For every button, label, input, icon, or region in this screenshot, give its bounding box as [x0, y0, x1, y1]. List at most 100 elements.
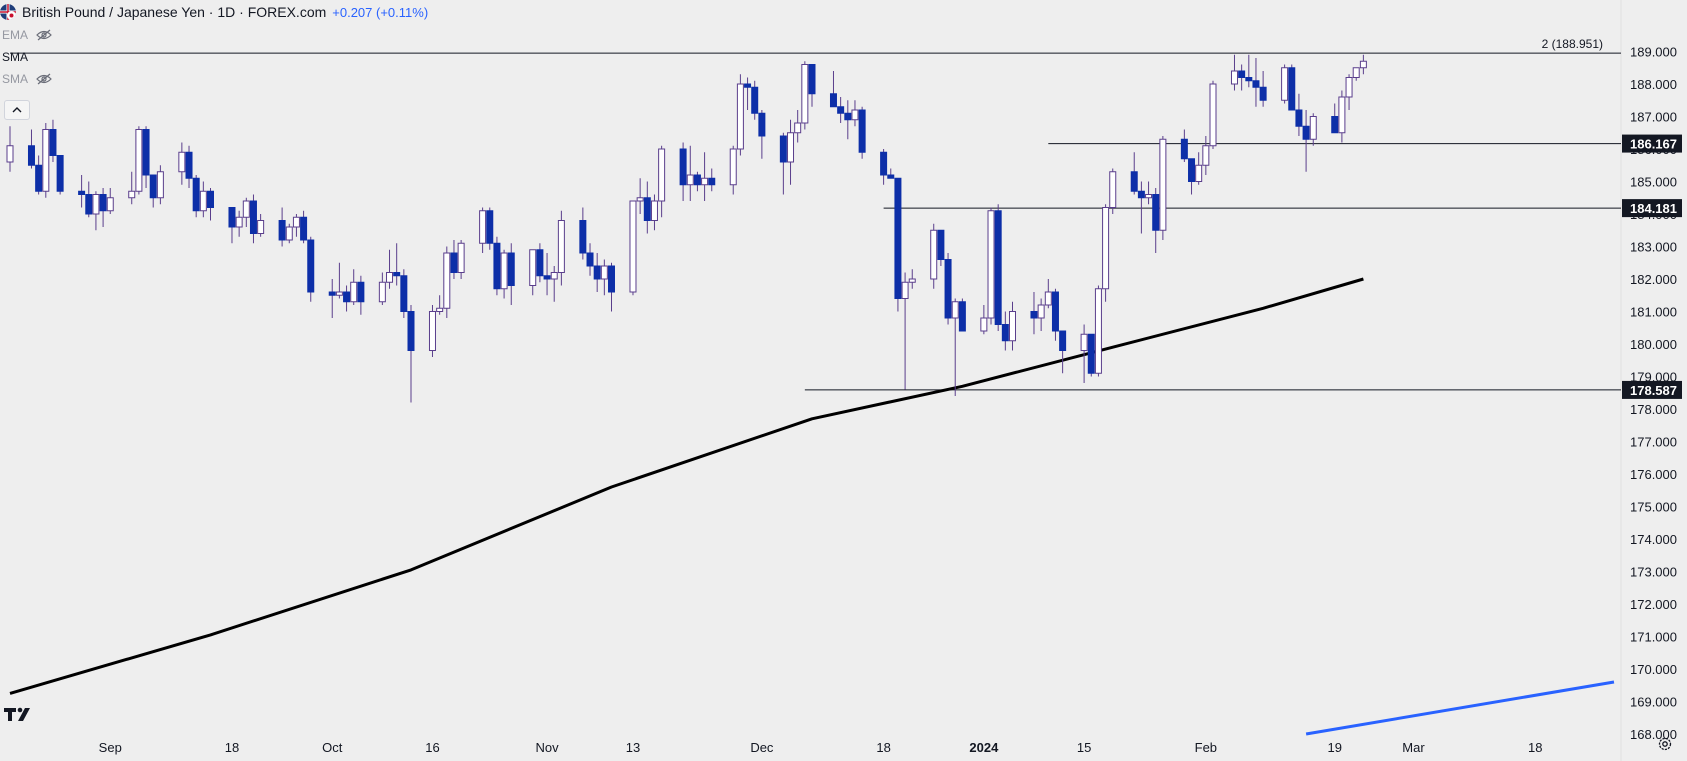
candle-body [1245, 77, 1253, 82]
candle-body [751, 86, 759, 114]
candle-body [1130, 171, 1138, 192]
price-tag-box [1622, 380, 1682, 399]
x-tick-label: 2024 [969, 740, 999, 755]
candle-body [235, 216, 243, 228]
eye-off-icon[interactable] [36, 29, 52, 41]
candle-body [479, 210, 487, 244]
x-tick-label: 18 [225, 740, 239, 755]
y-tick-label: 173.000 [1630, 565, 1677, 580]
candle-body [1102, 207, 1110, 290]
candle-body [285, 226, 293, 241]
candle-body [292, 216, 300, 228]
chevron-up-icon [12, 107, 22, 113]
tradingview-logo[interactable] [4, 706, 36, 727]
y-tick-label: 171.000 [1630, 630, 1677, 645]
x-tick-label: 19 [1327, 740, 1341, 755]
level-label: 2 (188.951) [1542, 37, 1603, 51]
price-tag-box [1622, 199, 1682, 218]
candle-body [1137, 190, 1145, 199]
candle-body [1030, 311, 1038, 319]
candle-body [450, 252, 458, 273]
candle-body [1331, 116, 1339, 134]
candle-body [579, 220, 587, 254]
candle-body [199, 190, 207, 212]
candle-body [593, 265, 601, 280]
x-tick-label: 15 [1077, 740, 1091, 755]
candle-body [249, 200, 257, 234]
candle-body [930, 229, 938, 280]
candle-body [1094, 288, 1102, 374]
candle-body [1044, 291, 1052, 306]
candle-body [257, 220, 265, 234]
candle-body [980, 317, 988, 332]
candle-body [328, 291, 336, 296]
x-tick-label: Oct [322, 740, 343, 755]
candle-body [393, 272, 401, 277]
candle-body [56, 155, 64, 192]
candle-body [1009, 311, 1016, 342]
eye-off-icon[interactable] [36, 73, 52, 85]
candle-body [736, 83, 744, 150]
indicator-sma-1[interactable]: SMA [2, 50, 28, 64]
candle-body [1359, 60, 1367, 69]
candle-body [1152, 194, 1160, 231]
candle-body [701, 177, 709, 186]
candle-body [693, 174, 701, 186]
settings-gear-icon[interactable] [1657, 736, 1673, 757]
candle-body [1180, 138, 1188, 160]
candle-body [937, 229, 945, 260]
y-tick-label: 174.000 [1630, 532, 1677, 547]
candle-body [1202, 145, 1210, 166]
candle-body [42, 129, 50, 192]
candle-body [185, 151, 193, 179]
collapse-legend-button[interactable] [4, 100, 30, 120]
candle-body [343, 291, 351, 303]
y-tick-label: 168.000 [1630, 727, 1677, 742]
x-tick-label: Sep [99, 740, 122, 755]
candle-body [801, 64, 809, 124]
price-tag-label: 184.181 [1630, 201, 1677, 216]
sma-blue-line [1305, 680, 1615, 736]
candle-body [686, 174, 694, 186]
candle-body [386, 272, 394, 283]
candle-body [92, 194, 100, 215]
price-tag-box [1622, 134, 1682, 153]
candle-body [35, 164, 43, 192]
candle-body [407, 311, 415, 351]
candle-body [1338, 96, 1346, 134]
indicator-label: SMA [2, 72, 29, 86]
candle-body [142, 129, 150, 176]
candle-body [951, 301, 959, 319]
candle-body [400, 275, 408, 312]
symbol-title[interactable]: British Pound / Japanese Yen · 1D · FORE… [22, 4, 327, 20]
candle-body [493, 242, 501, 290]
candle-body [6, 145, 14, 163]
candle-body [887, 174, 895, 179]
candle-body [944, 259, 952, 319]
candle-body [543, 275, 551, 280]
candle-body [586, 252, 594, 267]
candle-body [994, 210, 1002, 325]
indicator-ema[interactable]: EMA [2, 28, 52, 42]
candle-body [636, 197, 644, 202]
candle-body [207, 190, 214, 208]
candle-body [78, 190, 86, 195]
candle-body [178, 151, 186, 173]
candle-body [744, 83, 752, 88]
gbp-jpy-flag-icon [0, 4, 16, 20]
candle-body [428, 311, 436, 351]
candle-body [357, 281, 365, 303]
candle-body [228, 207, 236, 228]
y-tick-label: 176.000 [1630, 467, 1677, 482]
candle-body [808, 64, 816, 95]
candle-body [550, 272, 558, 280]
candle-body [1288, 67, 1296, 111]
indicator-sma-2[interactable]: SMA [2, 72, 52, 86]
candle-body [378, 281, 386, 303]
y-tick-label: 180.000 [1630, 337, 1677, 352]
candle-body [106, 197, 114, 212]
candle-body [901, 281, 909, 299]
candle-body [729, 148, 737, 186]
y-tick-label: 183.000 [1630, 240, 1677, 255]
